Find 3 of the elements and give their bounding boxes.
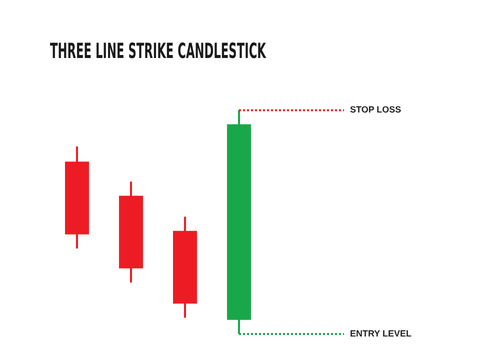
chart-title: THREE LINE STRIKE CANDLESTICK xyxy=(50,38,267,64)
ref-line-label: ENTRY LEVEL xyxy=(350,328,412,338)
ref-line-label: STOP LOSS xyxy=(350,104,402,115)
